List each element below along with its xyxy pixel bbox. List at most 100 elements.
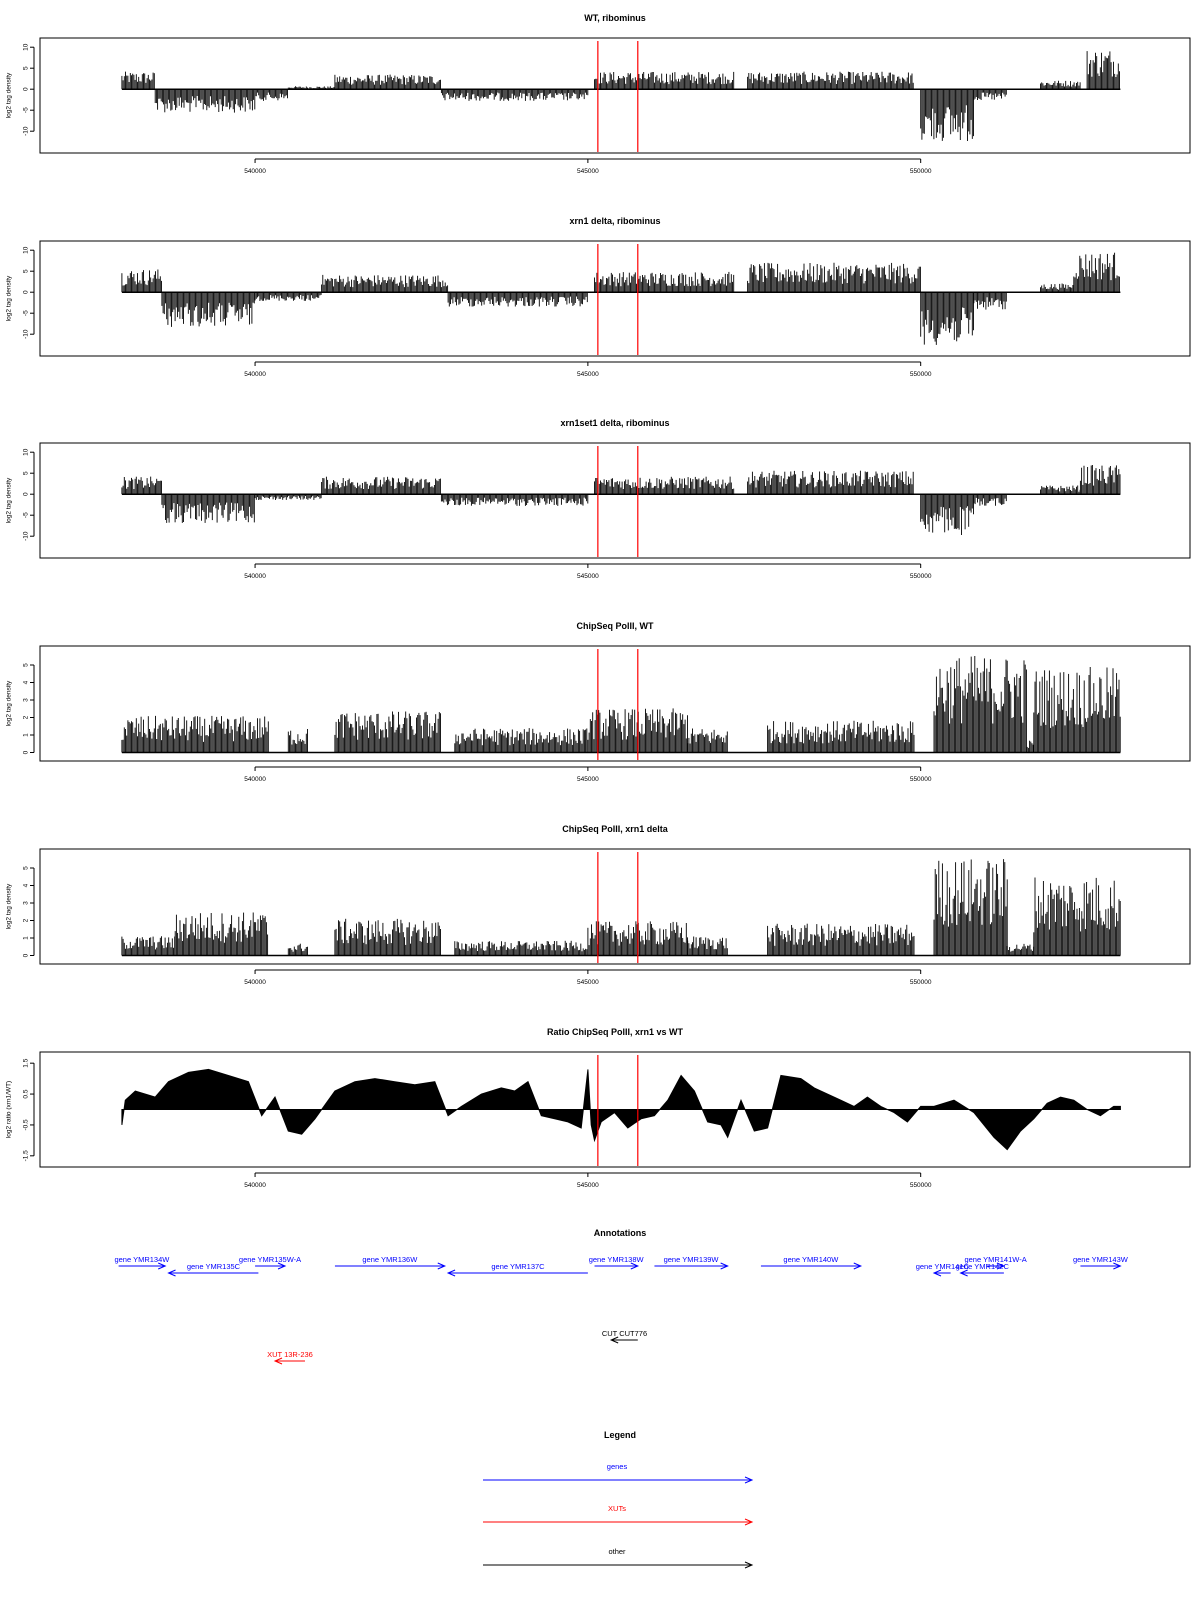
signal-segment — [973, 494, 1007, 506]
chart-panel-6: Ratio ChipSeq PolII, xrn1 vs WT 1.5 0.5 -0.… — [6, 1027, 1191, 1189]
y-axis-label: log2 tag density — [6, 275, 13, 321]
x-tick-label: 550000 — [910, 979, 932, 986]
chart-panel-2: xrn1 delta, ribominus 10 5 0 -5 -10 log2 tag d… — [6, 216, 1191, 378]
feature-label: gene YMR141C — [916, 1262, 970, 1271]
y-axis-label: log2 tag density — [6, 477, 13, 523]
panel-title: WT, ribominus — [584, 13, 646, 23]
y-tick-label: 0 — [23, 290, 30, 294]
feature-label: gene YMR134W — [114, 1255, 170, 1264]
legend-label: XUTs — [608, 1504, 626, 1513]
signal-segment — [454, 728, 588, 753]
y-tick-label: -10 — [23, 531, 30, 541]
feature-gene: gene YMR135W-A — [239, 1255, 301, 1270]
legend-item-xut: XUTs — [483, 1504, 754, 1526]
legend-title: Legend — [604, 1430, 636, 1440]
signal-segment — [973, 292, 1007, 310]
feature-gene: gene YMR137C — [446, 1262, 588, 1277]
panel-title: ChipSeq PolII, WT — [577, 621, 654, 631]
plot-frame — [39, 240, 1191, 357]
signal-segment — [747, 470, 914, 495]
y-tick-label: 0 — [23, 492, 30, 496]
y-tick-label: 10 — [23, 246, 30, 254]
signal-segment — [1040, 485, 1081, 495]
y-tick-label: 5 — [23, 663, 30, 667]
x-tick-label: 545000 — [577, 573, 599, 580]
panel-title: ChipSeq PolII, xrn1 delta — [562, 824, 669, 834]
feature-label: gene YMR140W — [783, 1255, 839, 1264]
signal-segment — [933, 656, 1027, 753]
signal-segment — [587, 921, 688, 956]
signal-segment — [440, 494, 589, 506]
chart-panel-3: xrn1set1 delta, ribominus 10 5 0 -5 -10 log2 t… — [6, 418, 1191, 580]
y-tick-label: -5 — [23, 107, 30, 113]
feature-gene: gene YMR143W — [1073, 1255, 1129, 1270]
y-tick-label: 5 — [23, 866, 30, 870]
feature-gene: gene YMR142C — [956, 1262, 1009, 1277]
signal-segment — [594, 476, 735, 495]
x-tick-label: 540000 — [244, 371, 266, 378]
signal-segment — [334, 74, 441, 90]
feature-gene: gene YMR134W — [114, 1255, 170, 1270]
signal-segment — [254, 89, 288, 101]
feature-gene: gene YMR135C — [167, 1262, 259, 1277]
feature-gene: gene YMR141C — [916, 1262, 970, 1277]
feature-arrowhead — [273, 1357, 283, 1365]
y-tick-label: 4 — [23, 883, 30, 887]
feature-label: gene YMR136W — [362, 1255, 418, 1264]
x-tick-label: 550000 — [910, 573, 932, 580]
feature-arrowhead — [744, 1561, 754, 1569]
feature-arrowhead — [744, 1518, 754, 1526]
feature-gene: gene YMR138W — [589, 1255, 645, 1270]
feature-gene: gene YMR136W — [334, 1255, 447, 1270]
x-tick-label: 550000 — [910, 168, 932, 175]
signal-segment — [767, 923, 915, 956]
y-tick-label: 5 — [23, 269, 30, 273]
feature-other: CUT CUT776 — [602, 1329, 647, 1344]
chart-panel-5: ChipSeq PolII, xrn1 delta 5 4 3 2 1 0 log2 tag … — [6, 824, 1191, 986]
signal-segment — [920, 89, 974, 141]
y-tick-label: 10 — [23, 43, 30, 51]
signal-segment — [973, 89, 1007, 100]
feature-gene: gene YMR141W-A — [964, 1255, 1027, 1270]
signal-segment — [747, 262, 921, 293]
signal-segment — [321, 476, 441, 495]
y-tick-label: 1.5 — [23, 1058, 30, 1067]
signal-segment — [440, 89, 589, 101]
plot-frame — [39, 442, 1191, 559]
feature-label: gene YMR138W — [589, 1255, 645, 1264]
feature-label: gene YMR141W-A — [964, 1255, 1026, 1264]
signal-segment — [154, 89, 256, 113]
signal-segment — [334, 711, 441, 753]
signal-segment — [334, 918, 441, 956]
feature-label: gene YMR135C — [187, 1262, 241, 1271]
y-tick-label: 10 — [23, 448, 30, 456]
feature-xut: XUT 13R-236 — [267, 1350, 313, 1365]
y-tick-label: 0 — [23, 87, 30, 91]
feature-arrowhead — [277, 1262, 287, 1270]
signal-segment — [254, 292, 322, 301]
signal-segment — [1086, 51, 1120, 90]
y-tick-label: -1.5 — [23, 1150, 30, 1162]
legend: Legend genes XUTs other — [483, 1430, 754, 1569]
feature-label: gene YMR137C — [491, 1262, 545, 1271]
signal-segment — [933, 859, 1008, 956]
panel-title: Ratio ChipSeq PolII, xrn1 vs WT — [547, 1027, 684, 1037]
signal-segment — [687, 936, 728, 956]
x-tick-label: 540000 — [244, 979, 266, 986]
panel-title: xrn1 delta, ribominus — [569, 216, 660, 226]
signal-segment — [174, 912, 269, 956]
signal-segment — [161, 292, 255, 327]
signal-segment — [447, 292, 588, 307]
feature-arrowhead — [1113, 1262, 1122, 1270]
signal-segment — [254, 494, 322, 500]
feature-arrowhead — [744, 1476, 754, 1484]
x-tick-label: 540000 — [244, 776, 266, 783]
signal-segment — [1073, 252, 1120, 293]
feature-arrowhead — [167, 1269, 176, 1277]
x-tick-label: 545000 — [577, 1182, 599, 1189]
y-axis-label: log2 ratio (xrn1/WT) — [6, 1081, 13, 1138]
feature-label: gene YMR143W — [1073, 1255, 1129, 1264]
feature-label: gene YMR135W-A — [239, 1255, 301, 1264]
y-tick-label: -5 — [23, 512, 30, 518]
